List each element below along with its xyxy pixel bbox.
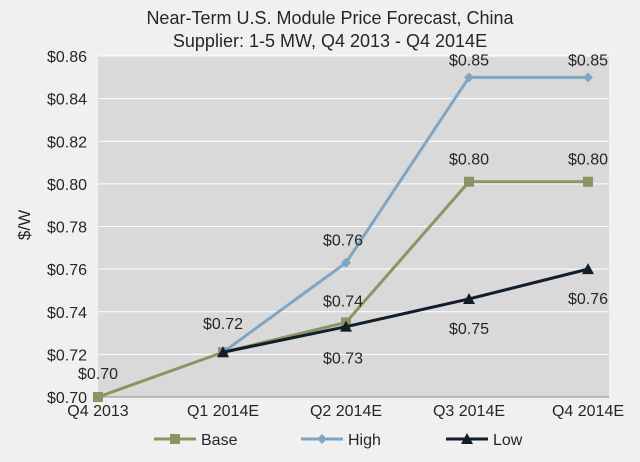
series-line-low xyxy=(222,267,589,354)
data-point-low xyxy=(582,263,594,275)
data-label-high: $0.76 xyxy=(323,233,363,250)
data-label-base: $0.72 xyxy=(203,316,243,333)
y-tick-label: $0.76 xyxy=(47,262,87,279)
series-line-high xyxy=(222,75,588,354)
data-point-high xyxy=(341,257,351,268)
legend-label-low: Low xyxy=(493,432,523,449)
y-tick-label: $0.82 xyxy=(47,134,87,151)
data-point-low xyxy=(340,320,352,332)
data-point-high xyxy=(583,72,593,83)
data-point-low xyxy=(217,346,229,358)
legend-marker-low xyxy=(461,433,473,444)
y-tick-label: $0.84 xyxy=(47,92,87,109)
y-tick-label: $0.80 xyxy=(47,177,87,194)
legend-label-base: Base xyxy=(201,432,238,449)
data-label-base: $0.80 xyxy=(568,152,608,169)
series-layer xyxy=(93,72,594,402)
y-tick-label: $0.74 xyxy=(47,305,87,322)
chart-subtitle: Supplier: 1-5 MW, Q4 2013 - Q4 2014E xyxy=(173,31,487,51)
legend-label-high: High xyxy=(348,432,381,449)
y-tick-label: $0.78 xyxy=(47,220,87,237)
legend-marker-high xyxy=(317,434,327,444)
data-label-high: $0.85 xyxy=(568,52,608,69)
data-labels: $0.70 $0.72 $0.74 $0.80 $0.80 $0.76 $0.85 $0.85… xyxy=(78,52,608,383)
x-tick-label: Q2 2014E xyxy=(310,403,382,420)
data-label-low: $0.73 xyxy=(323,351,363,368)
data-label-base: $0.80 xyxy=(449,152,489,169)
data-point-base xyxy=(464,176,474,187)
x-tick-label: Q4 2013 xyxy=(67,403,128,420)
y-axis-label: $/W xyxy=(15,210,34,240)
legend-marker-base xyxy=(170,434,180,444)
data-point-low xyxy=(463,292,475,304)
y-tick-label: $0.70 xyxy=(47,390,87,407)
x-tick-label: Q4 2014E xyxy=(552,403,624,420)
data-point-base xyxy=(583,176,593,187)
chart-title: Near-Term U.S. Module Price Forecast, Ch… xyxy=(146,8,514,28)
legend: Base High Low xyxy=(154,432,523,449)
data-label-high: $0.85 xyxy=(449,52,489,69)
y-tick-label: $0.86 xyxy=(47,49,87,66)
data-label-base: $0.70 xyxy=(78,366,118,383)
x-tick-label: Q1 2014E xyxy=(187,403,259,420)
data-label-low: $0.75 xyxy=(449,321,489,338)
x-axis-ticks: Q4 2013 Q1 2014E Q2 2014E Q3 2014E Q4 2014E xyxy=(67,403,624,420)
data-label-low: $0.76 xyxy=(568,291,608,308)
data-point-base xyxy=(93,392,103,402)
data-label-base: $0.74 xyxy=(323,293,363,310)
y-tick-label: $0.72 xyxy=(47,347,87,364)
y-axis-ticks: $0.70 $0.72 $0.74 $0.76 $0.78 $0.80 $0.82 $0.84… xyxy=(47,49,87,407)
data-point-high xyxy=(464,72,474,83)
x-tick-label: Q3 2014E xyxy=(433,403,505,420)
